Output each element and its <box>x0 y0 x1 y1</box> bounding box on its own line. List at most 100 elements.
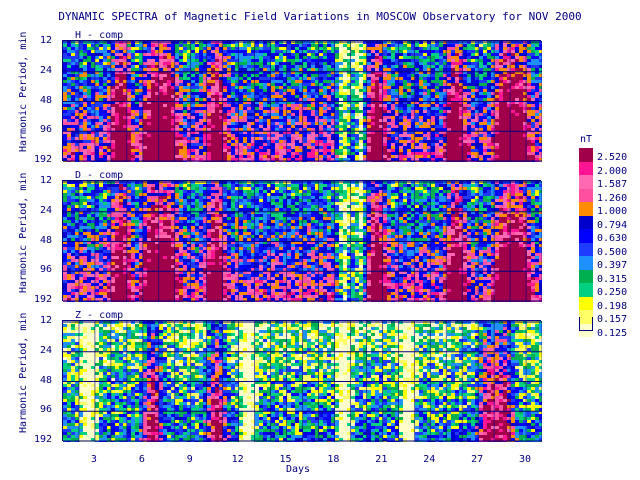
spectrum-cell <box>179 86 183 89</box>
spectrum-cell <box>119 44 123 47</box>
spectrum-cell <box>471 71 475 74</box>
spectrum-cell <box>367 92 371 95</box>
spectrum-cell <box>431 50 435 53</box>
spectrum-cell <box>371 119 375 122</box>
spectrum-cell <box>403 155 407 158</box>
spectrum-cell <box>367 131 371 134</box>
spectrum-cell <box>423 140 427 143</box>
spectrum-cell <box>139 86 143 89</box>
spectrum-cell <box>439 89 443 92</box>
spectrum-cell <box>111 74 115 77</box>
spectrum-cell <box>255 59 259 62</box>
spectrum-cell <box>75 68 79 71</box>
spectrum-cell <box>295 95 299 98</box>
spectrum-cell <box>447 113 451 116</box>
spectrum-cell <box>503 107 507 110</box>
spectrum-cell <box>311 71 315 74</box>
spectrum-cell <box>267 131 271 134</box>
spectrum-cell <box>527 113 531 116</box>
spectrum-cell <box>539 80 542 83</box>
spectrum-cell <box>483 71 487 74</box>
spectrum-cell <box>75 107 79 110</box>
spectrum-cell <box>219 44 223 47</box>
spectrum-cell <box>459 59 463 62</box>
spectrum-cell <box>359 122 363 125</box>
spectrum-cell <box>171 92 175 95</box>
spectrum-cell <box>403 59 407 62</box>
spectrum-cell <box>475 155 479 158</box>
spectrum-cell <box>539 104 542 107</box>
spectrum-cell <box>331 104 335 107</box>
spectrum-cell <box>415 80 419 83</box>
spectrum-cell <box>443 119 447 122</box>
spectrum-cell <box>495 56 499 59</box>
spectrum-cell <box>95 71 99 74</box>
spectrum-cell <box>395 53 399 56</box>
spectrum-cell <box>183 95 187 98</box>
spectrum-cell <box>247 134 251 137</box>
spectrum-cell <box>331 152 335 155</box>
spectrum-cell <box>175 131 179 134</box>
spectrum-cell <box>463 62 467 65</box>
spectrum-cell <box>167 74 171 77</box>
spectrum-cell <box>331 128 335 131</box>
spectrum-cell <box>87 134 91 137</box>
spectrum-cell <box>363 146 367 149</box>
spectrum-cell <box>407 137 411 140</box>
spectrum-cell <box>379 89 383 92</box>
spectrum-cell <box>171 83 175 86</box>
spectrum-cell <box>379 119 383 122</box>
spectrum-cell <box>467 149 471 152</box>
spectrum-cell <box>375 86 379 89</box>
spectrum-cell <box>291 140 295 143</box>
spectrum-cell <box>439 104 443 107</box>
spectrum-cell <box>311 107 315 110</box>
spectrum-cell <box>471 65 475 68</box>
spectrum-cell <box>335 107 339 110</box>
spectrum-cell <box>299 47 303 50</box>
spectrum-cell <box>419 83 423 86</box>
spectrum-cell <box>187 101 191 104</box>
spectrum-cell <box>263 140 267 143</box>
spectrum-cell <box>479 95 483 98</box>
spectrum-cell <box>459 134 463 137</box>
spectrum-cell <box>523 89 527 92</box>
spectrum-cell <box>115 44 119 47</box>
spectrum-cell <box>243 152 247 155</box>
spectrum-cell <box>511 143 515 146</box>
spectrum-cell <box>283 134 287 137</box>
spectrum-cell <box>63 119 67 122</box>
spectrum-cell <box>415 68 419 71</box>
spectrum-cell <box>195 62 199 65</box>
spectrum-cell <box>291 50 295 53</box>
spectrum-cell <box>435 74 439 77</box>
spectrum-cell <box>451 83 455 86</box>
spectrum-cell <box>255 86 259 89</box>
spectrum-cell <box>91 107 95 110</box>
spectrum-cell <box>459 86 463 89</box>
spectrum-cell <box>383 62 387 65</box>
spectrum-cell <box>419 50 423 53</box>
spectrum-cell <box>391 116 395 119</box>
spectrum-cell <box>443 92 447 95</box>
spectrum-cell <box>487 83 491 86</box>
spectrum-cell <box>179 71 183 74</box>
spectrum-cell <box>535 77 539 80</box>
spectrum-cell <box>335 122 339 125</box>
spectrum-cell <box>347 122 351 125</box>
spectrum-cell <box>191 131 195 134</box>
spectrum-cell <box>519 119 523 122</box>
spectrum-cell <box>63 152 67 155</box>
spectrum-cell <box>523 47 527 50</box>
spectrum-cell <box>259 95 263 98</box>
spectrum-cell <box>331 140 335 143</box>
spectrum-cell <box>491 143 495 146</box>
spectrum-cell <box>151 119 155 122</box>
spectrum-cell <box>431 65 435 68</box>
spectrum-cell <box>307 131 311 134</box>
spectrum-cell <box>339 56 343 59</box>
spectrum-cell <box>327 104 331 107</box>
spectrum-cell <box>387 116 391 119</box>
spectrum-cell <box>79 77 83 80</box>
spectrum-cell <box>443 146 447 149</box>
